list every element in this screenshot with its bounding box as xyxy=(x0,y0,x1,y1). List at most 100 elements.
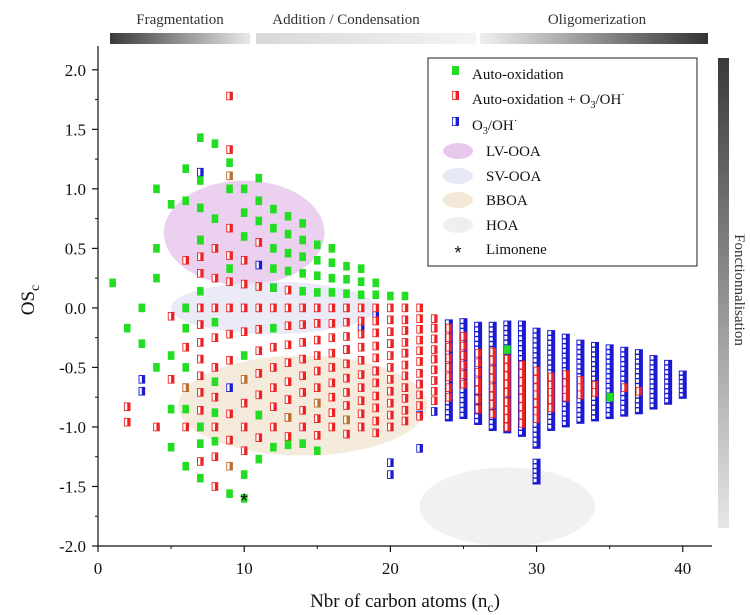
auto-ox-o3oh-point xyxy=(197,269,204,278)
auto-oxidation-point xyxy=(167,442,175,452)
auto-oxidation-point xyxy=(313,240,321,250)
auto-ox-o3oh-point xyxy=(299,320,306,329)
o3oh-column-cell xyxy=(577,359,581,364)
auto-ox-o3oh-point xyxy=(240,255,248,265)
legend-svooa: SV-OOA xyxy=(486,169,541,185)
auto-ox-o3oh-point xyxy=(357,383,365,392)
auto-ox-o3oh-point xyxy=(284,285,292,295)
mixed-point xyxy=(226,171,233,181)
o3oh-column-cell xyxy=(577,413,581,417)
auto-ox-o3oh-point xyxy=(401,303,409,313)
auto-oxidation-point xyxy=(357,264,365,273)
o3oh-column-cell xyxy=(592,376,596,381)
auto-ox-o3oh-point xyxy=(387,339,394,348)
o3oh-column-cell xyxy=(635,393,639,398)
o3oh-column-cell xyxy=(518,336,522,341)
auto-ox-o3oh-point xyxy=(211,482,219,491)
x-tick-label: 40 xyxy=(674,559,691,578)
mixed-point xyxy=(343,415,350,425)
o3oh-column-cell xyxy=(475,414,479,418)
auto-ox-o3oh-point xyxy=(299,405,306,415)
auto-oxidation-point xyxy=(182,196,190,206)
auto-ox-o3oh-point xyxy=(416,314,423,323)
o3oh-column-cell xyxy=(577,345,581,349)
o3oh-column-cell xyxy=(635,355,639,359)
auto-ox-o3oh-point xyxy=(284,321,292,331)
addition-label: Addition / Condensation xyxy=(272,12,420,28)
o3oh-column-cell xyxy=(635,384,639,388)
auto-ox-o3oh-point xyxy=(430,345,438,354)
o3oh-column-cell xyxy=(475,419,479,423)
auto-ox-o3oh-point xyxy=(372,303,380,313)
o3oh-column-cell xyxy=(548,331,552,335)
auto-ox-o3oh-point xyxy=(123,402,131,412)
o3oh-column-cell xyxy=(635,379,639,383)
auto-ox-o3oh-point xyxy=(211,273,219,283)
auto-oxidation-point xyxy=(313,271,321,281)
auto-ox-o3oh-point xyxy=(299,303,306,313)
o3oh-point xyxy=(226,383,233,392)
o3oh-column-cell xyxy=(650,394,654,398)
auto-oxidation-point xyxy=(255,454,263,464)
auto-ox-o3oh-point xyxy=(504,371,511,381)
o3oh-column-cell xyxy=(445,410,449,415)
o3oh-column-cell xyxy=(621,401,625,405)
auto-ox-o3oh-point xyxy=(401,371,409,381)
o3oh-column-cell xyxy=(679,393,683,397)
auto-ox-o3oh-point xyxy=(270,303,277,313)
auto-ox-o3oh-point xyxy=(504,363,511,372)
o3oh-column-cell xyxy=(577,408,581,412)
o3oh-column-cell xyxy=(650,356,654,360)
auto-oxidation-point xyxy=(153,184,160,194)
auto-ox-o3oh-point xyxy=(255,282,263,291)
auto-oxidation-point xyxy=(197,286,204,296)
auto-ox-o3oh-point xyxy=(401,338,409,347)
auto-oxidation-point xyxy=(284,266,292,276)
auto-ox-o3oh-point xyxy=(401,416,409,426)
auto-oxidation-point xyxy=(284,211,292,221)
auto-oxidation-point xyxy=(167,404,175,414)
o3oh-column-cell xyxy=(606,384,610,388)
o3oh-column-cell xyxy=(445,400,449,405)
auto-ox-o3oh-point xyxy=(460,360,467,370)
o3oh-column-cell xyxy=(548,370,552,375)
o3oh-column-cell xyxy=(606,388,610,393)
auto-ox-o3oh-point xyxy=(474,348,482,358)
o3oh-column-cell xyxy=(562,421,566,425)
auto-ox-o3oh-point xyxy=(489,355,497,365)
o3oh-column-cell xyxy=(635,364,639,369)
o3oh-column-cell xyxy=(475,337,479,341)
auto-ox-o3oh-point xyxy=(387,375,394,384)
auto-oxidation-point xyxy=(138,339,146,348)
auto-oxidation-point xyxy=(313,446,321,456)
auto-ox-o3oh-point xyxy=(226,409,233,419)
o3oh-column-cell xyxy=(460,358,464,363)
fonctionnalisation-band xyxy=(718,58,729,528)
auto-oxidation-point xyxy=(211,317,219,327)
axes: -2.0 -1.5 -1.0 -0.5 0.0 0.5 1.0 1.5 2.0 0 10 20 30 40 xyxy=(59,46,712,578)
y-tick-label: 0.0 xyxy=(65,299,86,318)
auto-ox-o3oh-point xyxy=(270,383,277,392)
auto-oxidation-point xyxy=(211,377,219,387)
auto-ox-o3oh-point xyxy=(240,327,248,337)
auto-ox-o3oh-point xyxy=(489,391,497,401)
auto-oxidation-point xyxy=(328,258,336,267)
auto-ox-o3oh-point xyxy=(343,317,350,327)
auto-oxidation-point xyxy=(270,264,277,273)
o3oh-column-cell xyxy=(650,389,654,393)
auto-ox-o3oh-point xyxy=(372,366,380,376)
auto-ox-o3oh-point xyxy=(255,369,263,378)
auto-ox-o3oh-point xyxy=(460,341,467,351)
auto-ox-o3oh-point xyxy=(416,346,423,356)
auto-ox-o3oh-point xyxy=(211,363,219,372)
auto-ox-o3oh-point xyxy=(518,394,526,403)
auto-ox-o3oh-point xyxy=(430,365,438,375)
auto-ox-o3oh-point xyxy=(226,303,233,313)
o3oh-column-cell xyxy=(533,432,537,437)
o3oh-column-cell xyxy=(489,342,493,346)
o3oh-column-cell xyxy=(548,340,552,345)
auto-ox-o3oh-point xyxy=(518,377,526,387)
auto-ox-o3oh-point xyxy=(430,334,438,344)
auto-ox-o3oh-point xyxy=(372,403,380,413)
